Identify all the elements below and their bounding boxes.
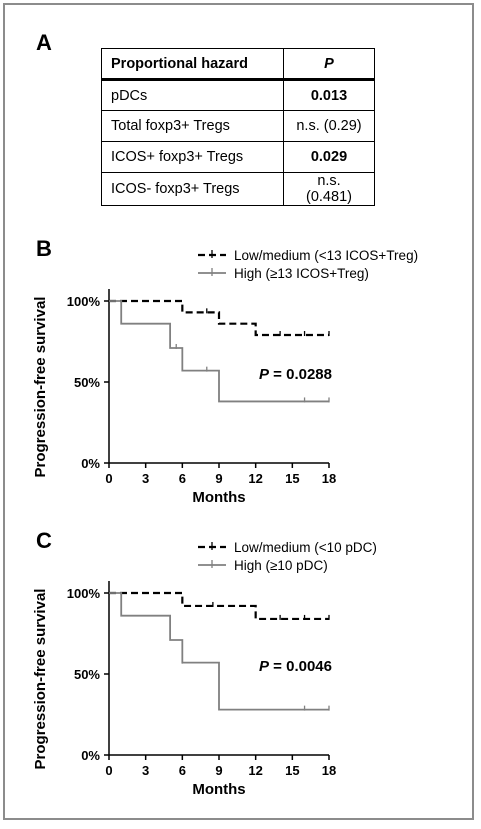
p-value-annotation: P = 0.0288 xyxy=(259,366,332,383)
table-row: pDCs 0.013 xyxy=(101,79,375,111)
row-label: ICOS+ foxp3+ Tregs xyxy=(101,141,284,173)
series-line-low-medium xyxy=(109,299,329,337)
legend-entry: High (≥10 pDC) xyxy=(234,558,328,573)
y-tick-label: 100% xyxy=(67,586,101,601)
row-p-value: 0.013 xyxy=(283,79,375,111)
table-row: Total foxp3+ Tregs n.s. (0.29) xyxy=(101,110,375,142)
y-axis-title: Progression-free survival xyxy=(32,589,49,770)
legend-entry: High (≥13 ICOS+Treg) xyxy=(234,266,369,281)
x-tick-label: 12 xyxy=(248,471,262,486)
header-proportional-hazard: Proportional hazard xyxy=(101,48,284,81)
legend-entry: Low/medium (<10 pDC) xyxy=(234,540,377,555)
table-row: ICOS- foxp3+ Tregs n.s. (0.481) xyxy=(101,172,375,206)
row-p-value: n.s. (0.481) xyxy=(283,172,375,206)
x-tick-label: 12 xyxy=(248,763,262,778)
y-axis-title: Progression-free survival xyxy=(32,297,49,478)
y-tick-label: 50% xyxy=(74,375,100,390)
hazard-table-header: Proportional hazard P xyxy=(101,48,375,81)
table-row: ICOS+ foxp3+ Tregs 0.029 xyxy=(101,141,375,173)
row-label: pDCs xyxy=(101,79,284,111)
series-line-high xyxy=(109,592,329,711)
x-tick-label: 18 xyxy=(322,471,336,486)
figure-frame xyxy=(3,3,474,820)
x-tick-label: 6 xyxy=(179,471,186,486)
legend-entry: Low/medium (<13 ICOS+Treg) xyxy=(234,248,418,263)
survival-chart-c: C 0 3 6 9 12 15 18 0% 50% 100% Months Progression-fr… xyxy=(32,528,377,798)
row-p-value: n.s. (0.29) xyxy=(283,110,375,142)
row-label: ICOS- foxp3+ Tregs xyxy=(101,172,284,206)
x-tick-label: 0 xyxy=(105,471,112,486)
x-tick-label: 0 xyxy=(105,763,112,778)
p-value-annotation: P = 0.0046 xyxy=(259,658,332,675)
series-line-low-medium xyxy=(109,591,329,621)
row-label: Total foxp3+ Tregs xyxy=(101,110,284,142)
header-p: P xyxy=(283,48,375,81)
x-tick-label: 18 xyxy=(322,763,336,778)
x-tick-label: 15 xyxy=(285,763,299,778)
x-tick-label: 3 xyxy=(142,471,149,486)
x-tick-label: 9 xyxy=(215,763,222,778)
x-tick-label: 9 xyxy=(215,471,222,486)
x-tick-label: 6 xyxy=(179,763,186,778)
panel-letter: B xyxy=(36,236,52,261)
y-tick-label: 50% xyxy=(74,667,100,682)
p-symbol: P xyxy=(259,366,270,383)
y-tick-label: 100% xyxy=(67,294,101,309)
row-p-value: 0.029 xyxy=(283,141,375,173)
p-value: = 0.0288 xyxy=(269,366,332,383)
x-tick-label: 15 xyxy=(285,471,299,486)
y-tick-label: 0% xyxy=(81,748,100,763)
y-tick-label: 0% xyxy=(81,456,100,471)
panel-a-letter: A xyxy=(36,30,52,55)
p-value: = 0.0046 xyxy=(269,658,332,675)
survival-chart-b: B 0 3 6 9 12 15 18 0% 50% 100% Months Progression-fr… xyxy=(32,236,418,506)
p-symbol: P xyxy=(259,658,270,675)
x-tick-label: 3 xyxy=(142,763,149,778)
x-axis-title: Months xyxy=(192,489,245,506)
panel-letter: C xyxy=(36,528,52,553)
hazard-table: Proportional hazard P pDCs 0.013 Total f… xyxy=(101,48,375,206)
x-axis-title: Months xyxy=(192,781,245,798)
